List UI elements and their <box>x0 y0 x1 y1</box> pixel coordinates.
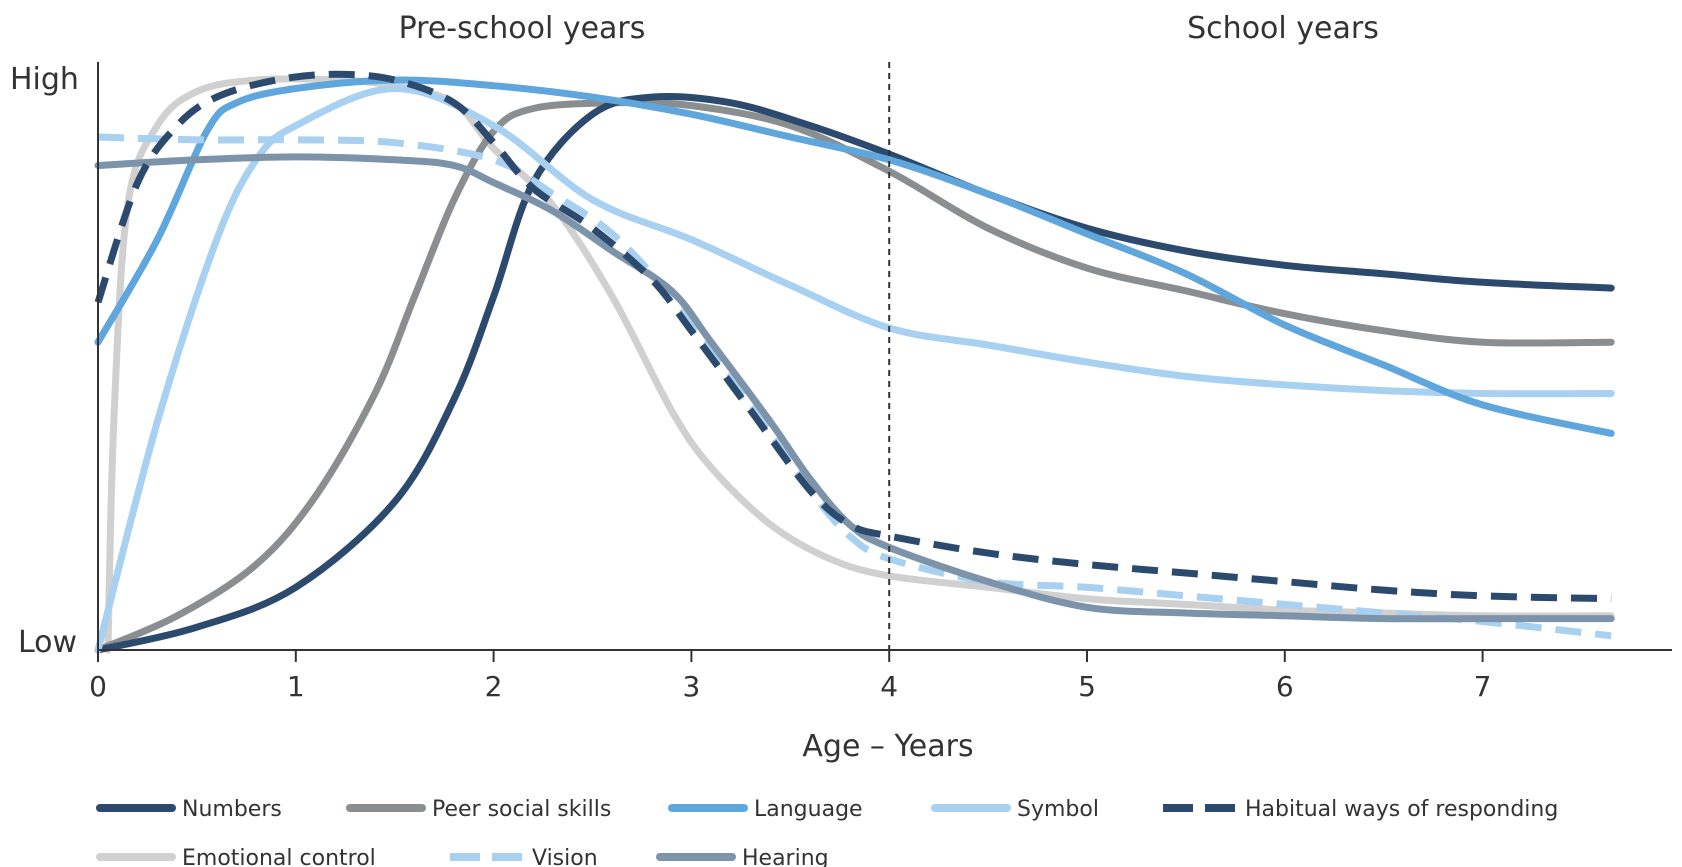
series-line-vision <box>97 133 1612 640</box>
x-tick-label: 1 <box>287 670 305 703</box>
x-tick-label: 4 <box>880 670 898 703</box>
legend-label: Peer social skills <box>432 797 611 822</box>
legend-item-peer-social-skills: Peer social skills <box>346 797 611 822</box>
series-line-hearing <box>94 153 1615 623</box>
legend-item-hearing: Hearing <box>656 846 829 867</box>
series-line-emotional-control <box>104 75 1615 654</box>
legend-item-habitual-ways-of-responding: Habitual ways of responding <box>1163 797 1558 822</box>
x-tick-label: 3 <box>682 670 700 703</box>
legend-label: Emotional control <box>182 846 376 867</box>
series-line-numbers <box>94 93 1615 654</box>
legend-label: Numbers <box>182 797 282 822</box>
legend-item-emotional-control: Emotional control <box>96 846 376 867</box>
legend-label: Hearing <box>742 846 829 867</box>
legend-item-symbol: Symbol <box>931 797 1099 822</box>
x-tick-label: 2 <box>485 670 503 703</box>
legend-label: Symbol <box>1017 797 1099 822</box>
legend-item-numbers: Numbers <box>96 797 282 822</box>
series-line-symbol <box>94 85 1615 654</box>
y-high-label: High <box>10 62 79 97</box>
y-low-label: Low <box>18 625 77 660</box>
region-label-school: School years <box>1187 11 1379 46</box>
legend-item-language: Language <box>668 797 863 822</box>
legend-label: Habitual ways of responding <box>1245 797 1558 822</box>
legend-label: Vision <box>532 846 598 867</box>
legend-item-vision: Vision <box>450 846 598 867</box>
x-axis-title: Age – Years <box>802 729 973 764</box>
x-tick-label: 0 <box>89 670 107 703</box>
legend: Numbers Peer social skills Language Symbol H… <box>96 797 1558 867</box>
series-line-language <box>94 76 1615 437</box>
x-ticks: 0 1 2 3 4 5 6 7 <box>89 650 1492 703</box>
x-tick-label: 6 <box>1276 670 1294 703</box>
x-tick-label: 5 <box>1078 670 1096 703</box>
series-line-habitual-ways-of-responding <box>94 70 1612 603</box>
legend-label: Language <box>754 797 863 822</box>
x-tick-label: 7 <box>1474 670 1492 703</box>
region-label-preschool: Pre-school years <box>399 11 646 46</box>
plot-lines <box>94 70 1615 654</box>
series-line-peer-social-skills <box>94 98 1615 654</box>
